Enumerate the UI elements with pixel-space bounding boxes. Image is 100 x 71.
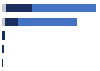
Bar	[2, 4, 6, 12]
Bar	[5, 18, 18, 26]
Bar	[2, 18, 5, 26]
Bar	[2, 31, 5, 40]
Bar	[2, 59, 3, 67]
Bar	[18, 18, 77, 26]
Bar	[2, 45, 4, 53]
Bar	[32, 4, 96, 12]
Bar	[6, 4, 32, 12]
